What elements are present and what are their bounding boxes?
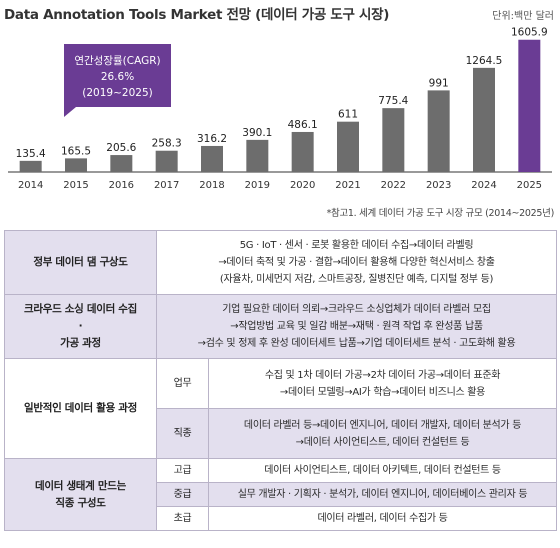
x-tick-label: 2019 <box>245 180 270 191</box>
table-row: 초급 데이터 라벨러, 데이터 수집가 등 <box>5 506 558 531</box>
bar-value-label: 205.6 <box>106 142 136 154</box>
bar-value-label: 1264.5 <box>466 55 503 67</box>
table-row: 일반적인 데이터 활용 과정 업무 수집 및 1차 데이터 가공→2차 데이터 … <box>4 358 558 459</box>
x-tick-label: 2014 <box>18 180 43 191</box>
subrow-label: 직종 <box>156 408 209 459</box>
table-row: 직종 데이터 라벨러 등→데이터 엔지니어, 데이터 개발자, 데이터 분석가 … <box>5 408 558 459</box>
content-line: (자율차, 미세먼지 저감, 스마트공장, 질병진단 예측, 디지털 정부 등) <box>219 274 494 285</box>
row-category: 크라우드 소싱 데이터 수집 · 가공 과정 <box>4 294 157 359</box>
bar-value-label: 486.1 <box>288 119 318 131</box>
bar-value-label: 1605.9 <box>511 27 548 39</box>
bar-value-label: 258.3 <box>152 138 182 150</box>
market-bar-chart: 135.4 2014 165.5 2015 205.6 2016 258.3 2017 316.… <box>8 27 552 191</box>
content-line: 데이터 라벨러 등→데이터 엔지니어, 데이터 개발자, 데이터 분석가 등 <box>243 419 522 431</box>
x-tick-label: 2020 <box>290 180 315 191</box>
table-row: 크라우드 소싱 데이터 수집 · 가공 과정 기업 필요한 데이터 의뢰→크라우… <box>4 294 558 359</box>
bar-value-label: 991 <box>429 77 449 89</box>
row-content: 실무 개발자 · 기획자 · 분석가, 데이터 엔지니어, 데이터베이스 관리자… <box>207 482 558 507</box>
bar-2023 <box>427 90 450 172</box>
content-line: 기업 필요한 데이터 의뢰→크라우드 소싱업체가 데이터 라벨러 모집 <box>222 304 491 315</box>
table-row: 정부 데이터 댐 구상도 5G · IoT · 센서 · 로봇 활용한 데이터 … <box>4 230 558 295</box>
x-tick-label: 2025 <box>517 180 542 191</box>
chart-title: Data Annotation Tools Market 전망 (데이터 가공 … <box>4 7 390 23</box>
subrow-label: 고급 <box>156 458 209 483</box>
bar-2020 <box>291 131 314 172</box>
content-line: →데이터 사이언티스트, 데이터 컨설턴트 등 <box>295 436 470 448</box>
x-tick-label: 2015 <box>63 180 88 191</box>
content-line: 5G · IoT · 센서 · 로봇 활용한 데이터 수집→데이터 라벨링 <box>239 240 474 251</box>
cagr-value: 26.6% <box>100 71 135 83</box>
bar-2025 <box>518 39 541 172</box>
bar-value-label: 775.4 <box>378 95 408 107</box>
bar-2022 <box>382 108 405 172</box>
x-tick-label: 2021 <box>335 180 360 191</box>
row-content: 데이터 라벨러, 데이터 수집가 등 <box>207 506 558 531</box>
subrow-label: 중급 <box>156 482 209 507</box>
category-line: 데이터 생태계 만드는 <box>35 479 126 492</box>
category-line: 가공 과정 <box>60 337 101 349</box>
x-tick-label: 2018 <box>199 180 224 191</box>
unit-label: 단위:백만 달러 <box>492 11 554 22</box>
content-line: →데이터 축적 및 가공 · 결합→데이터 활용해 다양한 혁신서비스 창출 <box>218 257 495 268</box>
category-line: · <box>78 320 83 332</box>
x-tick-label: 2017 <box>154 180 179 191</box>
bar-2015 <box>65 158 87 172</box>
category-line: 크라우드 소싱 데이터 수집 <box>23 303 138 315</box>
bar-2021 <box>337 121 359 172</box>
content-line: →작업방법 교육 및 일감 배분→재택 · 원격 작업 후 완성품 납품 <box>230 321 483 332</box>
bar-value-label: 390.1 <box>242 127 272 139</box>
bar-2014 <box>19 160 42 172</box>
row-content: 기업 필요한 데이터 의뢰→크라우드 소싱업체가 데이터 라벨러 모집 →작업방… <box>155 294 558 359</box>
bar-2024 <box>473 67 495 172</box>
bar-2019 <box>246 139 269 172</box>
content-line: 수집 및 1차 데이터 가공→2차 데이터 가공→데이터 표준화 <box>264 369 501 381</box>
bar-2016 <box>110 155 133 172</box>
bar-value-label: 165.5 <box>61 145 91 157</box>
x-tick-label: 2016 <box>109 180 134 191</box>
cagr-title: 연간성장률(CAGR) <box>74 55 161 67</box>
bar-value-label: 135.4 <box>16 148 46 160</box>
row-content: 데이터 라벨러 등→데이터 엔지니어, 데이터 개발자, 데이터 분석가 등 →… <box>207 408 558 459</box>
row-content: 5G · IoT · 센서 · 로봇 활용한 데이터 수집→데이터 라벨링 →데… <box>155 230 558 295</box>
x-tick-label: 2023 <box>426 180 451 191</box>
x-tick-label: 2022 <box>381 180 406 191</box>
table-row: 데이터 생태계 만드는 직종 구성도 고급 데이터 사이언티스트, 데이터 아키… <box>4 458 558 531</box>
cagr-period: (2019~2025) <box>82 87 153 99</box>
row-content: 데이터 사이언티스트, 데이터 아키텍트, 데이터 컨설턴트 등 <box>207 458 558 483</box>
cagr-callout: 연간성장률(CAGR) 26.6% (2019~2025) <box>64 44 171 107</box>
row-category: 일반적인 데이터 활용 과정 <box>4 358 157 459</box>
data-dam-info-table: 정부 데이터 댐 구상도 5G · IoT · 센서 · 로봇 활용한 데이터 … <box>4 230 558 531</box>
content-line: →데이터 모델링→AI가 학습→데이터 비즈니스 활용 <box>279 386 486 398</box>
row-category: 정부 데이터 댐 구상도 <box>4 230 157 295</box>
subrow-label: 초급 <box>156 506 209 531</box>
content-line: →검수 및 정제 후 완성 데이터세트 납품→기업 데이터세트 분석 · 고도화… <box>197 338 516 349</box>
row-category: 데이터 생태계 만드는 직종 구성도 <box>4 458 157 531</box>
category-line: 직종 구성도 <box>55 496 106 509</box>
row-content: 수집 및 1차 데이터 가공→2차 데이터 가공→데이터 표준화 →데이터 모델… <box>207 358 558 409</box>
x-tick-label: 2024 <box>471 180 496 191</box>
bar-2017 <box>155 150 178 172</box>
bar-value-label: 316.2 <box>197 133 227 145</box>
chart-footnote: *참고1. 세계 데이터 가공 도구 시장 규모 (2014~2025년) <box>326 208 555 219</box>
subrow-label: 업무 <box>156 358 209 409</box>
cagr-callout-pointer <box>64 107 76 117</box>
bar-value-label: 611 <box>338 109 358 121</box>
bar-2018 <box>201 145 223 172</box>
